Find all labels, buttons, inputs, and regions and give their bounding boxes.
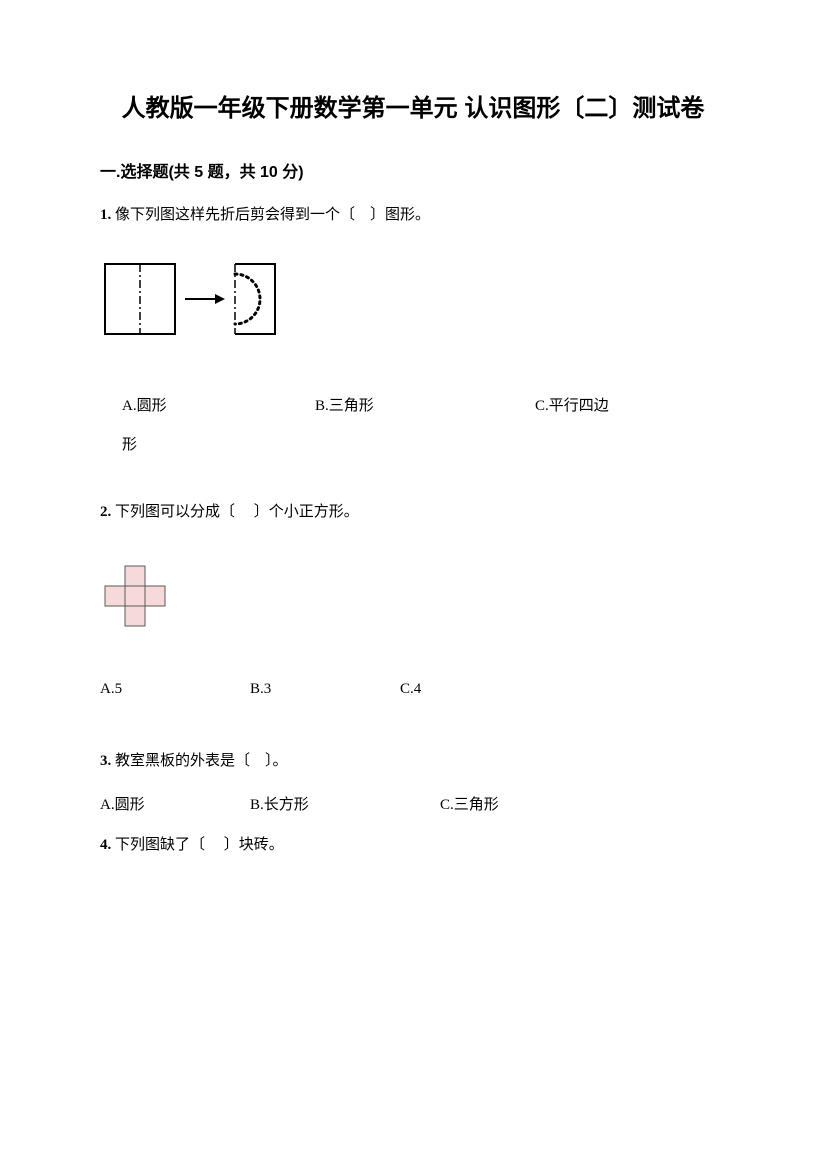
question-1: 1. 像下列图这样先折后剪会得到一个〔 〕图形。 bbox=[100, 202, 726, 229]
q3-options: A.圆形 B.长方形 C.三角形 bbox=[100, 793, 726, 814]
option-a: A.圆形 bbox=[100, 394, 315, 415]
question-text: 教室黑板的外表是〔 〕。 bbox=[115, 753, 288, 769]
question-text: 下列图缺了〔 〕块砖。 bbox=[115, 837, 284, 853]
question-num: 4. bbox=[100, 837, 111, 853]
option-c: C.三角形 bbox=[440, 793, 726, 814]
question-num: 2. bbox=[100, 504, 111, 520]
question-2: 2. 下列图可以分成〔 〕个小正方形。 bbox=[100, 499, 726, 526]
document-title: 人教版一年级下册数学第一单元 认识图形〔二〕测试卷 bbox=[100, 90, 726, 128]
option-b: B.三角形 bbox=[315, 394, 535, 415]
option-b: B.长方形 bbox=[250, 793, 440, 814]
option-c: C.4 bbox=[400, 681, 550, 698]
option-c: C.平行四边 bbox=[535, 394, 726, 415]
question-num: 1. bbox=[100, 207, 111, 223]
option-a: A.圆形 bbox=[100, 793, 250, 814]
question-num: 3. bbox=[100, 753, 111, 769]
q2-figure bbox=[100, 561, 726, 636]
question-3: 3. 教室黑板的外表是〔 〕。 bbox=[100, 748, 726, 775]
question-text: 像下列图这样先折后剪会得到一个〔 〕图形。 bbox=[115, 207, 430, 223]
q1-options: A.圆形 B.三角形 C.平行四边 bbox=[100, 394, 726, 415]
question-4: 4. 下列图缺了〔 〕块砖。 bbox=[100, 832, 726, 859]
question-text: 下列图可以分成〔 〕个小正方形。 bbox=[115, 504, 359, 520]
option-a: A.5 bbox=[100, 681, 250, 698]
q1-figure bbox=[100, 259, 726, 344]
q2-options: A.5 B.3 C.4 bbox=[100, 681, 726, 698]
option-b: B.3 bbox=[250, 681, 400, 698]
option-c-continued: 形 bbox=[100, 433, 726, 454]
section-header: 一.选择题(共 5 题，共 10 分) bbox=[100, 158, 726, 182]
